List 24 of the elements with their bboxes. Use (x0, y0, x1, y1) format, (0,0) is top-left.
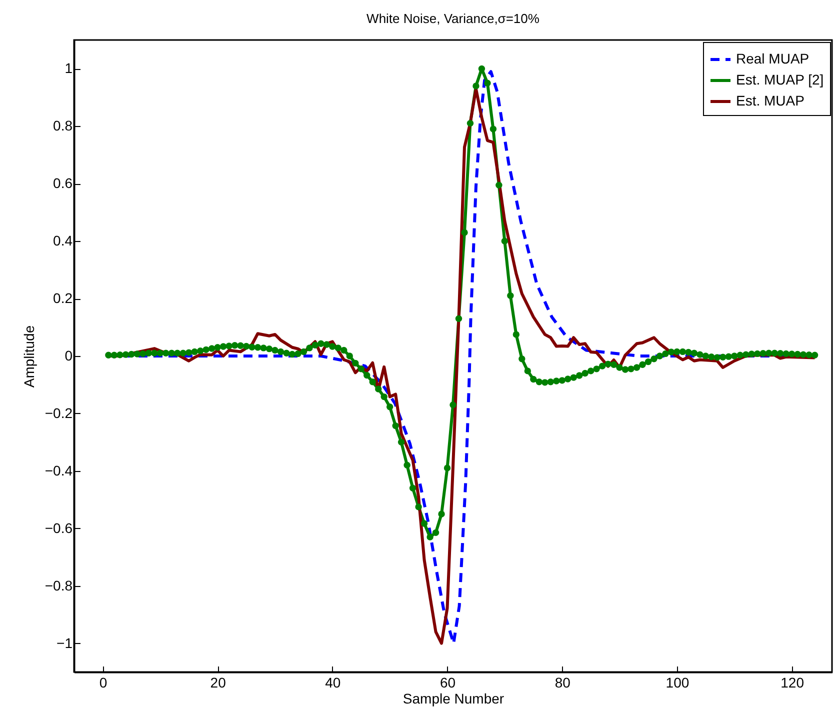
y-tick-label: 0.2 (53, 290, 73, 306)
legend-label: Est. MUAP (736, 92, 804, 108)
y-tick-label: 0.4 (53, 232, 73, 249)
chart-title: White Noise, Variance,σ=10% (366, 11, 540, 26)
x-tick-label: 100 (666, 674, 690, 690)
x-tick-label: 80 (554, 674, 571, 690)
y-tick-label: 0 (64, 348, 73, 364)
x-tick-label: 120 (780, 674, 804, 690)
x-axis-title: Sample Number (402, 690, 504, 706)
y-tick-label: −1 (56, 634, 73, 651)
x-tick-label: 0 (99, 674, 108, 690)
x-tick-label: 20 (210, 674, 226, 690)
y-tick-label: −0.2 (44, 404, 73, 421)
y-tick-label: 1 (64, 60, 73, 76)
y-tick-label: −0.4 (44, 462, 73, 478)
y-tick-label: −0.6 (44, 520, 73, 536)
x-tick-label: 60 (440, 674, 456, 690)
y-axis-title: Amplitude (20, 325, 37, 388)
y-tick-label: −0.8 (44, 577, 73, 594)
y-tick-label: 0.8 (53, 118, 73, 134)
legend-label: Real MUAP (736, 50, 810, 66)
x-tick-label: 40 (325, 674, 341, 690)
y-tick-label: 0.6 (53, 175, 73, 192)
legend-label: Est. MUAP [2] (736, 72, 824, 88)
